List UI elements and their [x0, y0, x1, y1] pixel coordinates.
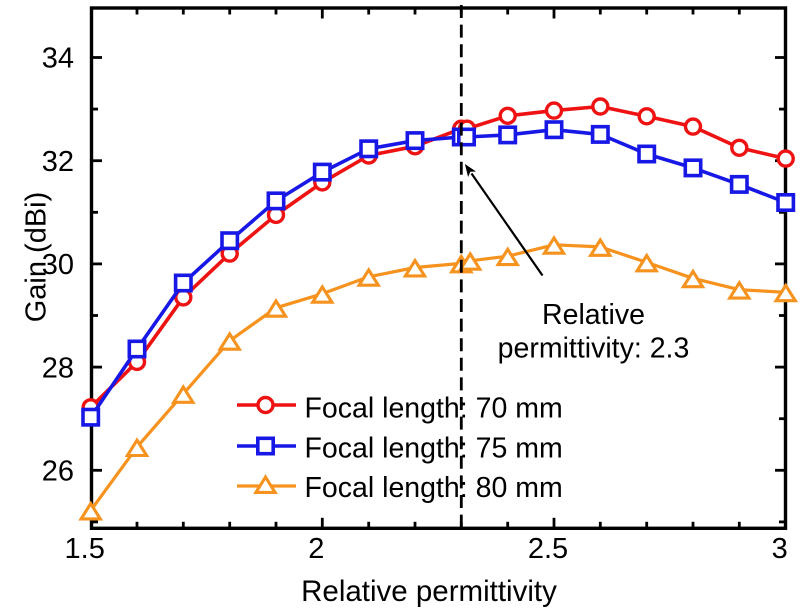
svg-text:1.5: 1.5 — [65, 533, 105, 565]
svg-text:Relative permittivity: Relative permittivity — [301, 575, 557, 608]
svg-text:2.5: 2.5 — [528, 533, 568, 565]
svg-text:32: 32 — [42, 146, 74, 178]
svg-text:2: 2 — [308, 533, 324, 565]
svg-text:Gain (dBi): Gain (dBi) — [21, 192, 53, 323]
svg-text:30: 30 — [42, 249, 74, 281]
svg-text:Focal length: 80 mm: Focal length: 80 mm — [305, 472, 563, 504]
svg-text:34: 34 — [42, 43, 74, 75]
svg-text:permittivity: 2.3: permittivity: 2.3 — [498, 333, 690, 365]
svg-text:Focal length: 75 mm: Focal length: 75 mm — [305, 433, 563, 465]
svg-text:28: 28 — [42, 352, 74, 384]
svg-text:26: 26 — [42, 456, 74, 488]
svg-text:Relative: Relative — [542, 299, 645, 331]
svg-text:Focal length: 70 mm: Focal length: 70 mm — [305, 393, 563, 425]
svg-text:3: 3 — [772, 533, 788, 565]
